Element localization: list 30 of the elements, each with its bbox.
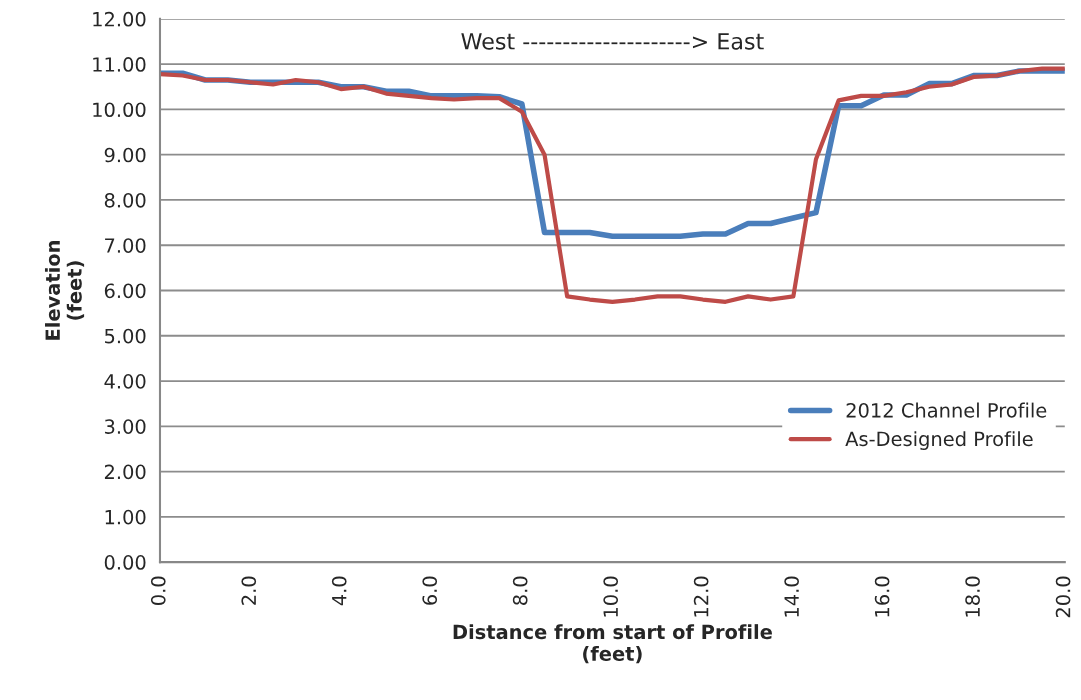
y-tick-label: 8.00	[104, 192, 146, 208]
x-tick-label: 4.0	[331, 576, 347, 606]
y-tick-label: 1.00	[105, 509, 146, 525]
y-axis-title: Elevation (feet)	[44, 240, 85, 340]
x-tick-label: 0.0	[150, 576, 166, 605]
x-tick-label: 14.0	[784, 576, 799, 617]
x-tick-label: 2.0	[241, 576, 257, 605]
y-tick-label: 11.00	[93, 57, 146, 72]
y-tick-label: 10.00	[93, 102, 146, 118]
annotation: West ---------------------> East	[461, 33, 764, 50]
y-tick-label: 7.00	[105, 238, 146, 253]
x-tick-label: 16.0	[874, 576, 890, 617]
y-tick-label: 12.00	[93, 11, 146, 27]
y-tick-label: 0.00	[104, 555, 146, 570]
x-tick-label: 20.0	[1055, 576, 1071, 618]
line-series	[159, 66, 1065, 304]
x-tick-label: 10.0	[603, 576, 619, 617]
legend-label: 2012 Channel Profile	[846, 402, 1047, 418]
y-tick-label: 9.00	[104, 147, 146, 163]
x-tick-label: 8.0	[512, 576, 528, 605]
y-tick-label: 3.00	[104, 419, 146, 434]
y-tick-label: 5.00	[105, 328, 146, 344]
legend-label: As-Designed Profile	[845, 431, 1033, 450]
x-axis-title: Distance from start of Profile (feet)	[453, 624, 772, 664]
y-tick-label: 4.00	[104, 373, 146, 389]
x-tick-label: 6.0	[422, 576, 438, 605]
y-tick-label: 6.00	[104, 283, 146, 299]
x-tick-label: 18.0	[965, 576, 980, 617]
x-tick-label: 12.0	[693, 576, 709, 617]
y-tick-label: 2.00	[104, 464, 146, 480]
